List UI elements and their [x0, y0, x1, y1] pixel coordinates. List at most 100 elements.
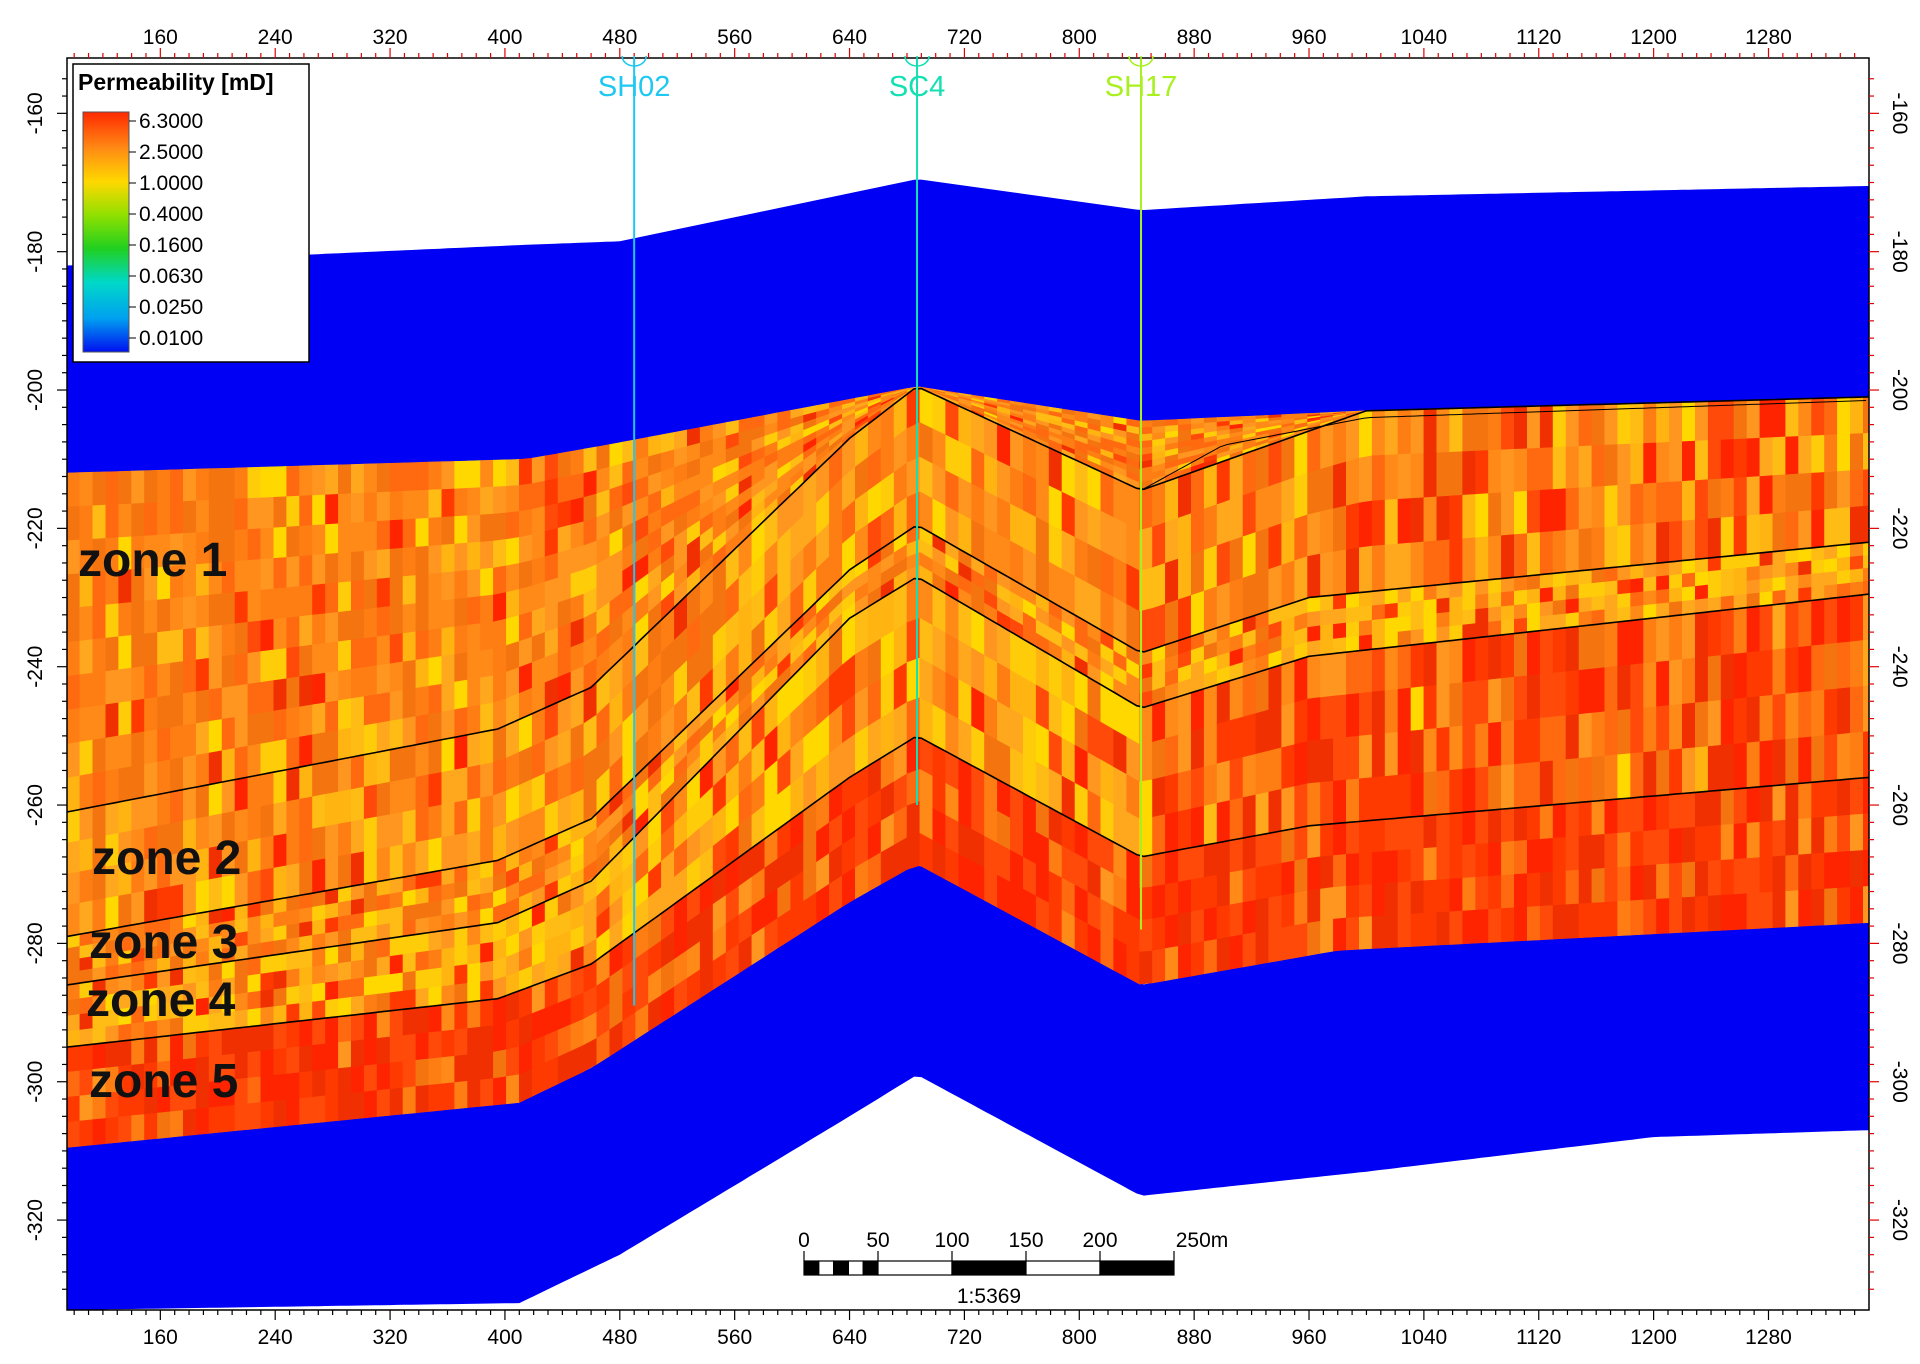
- permeability-cell: [1268, 830, 1282, 866]
- permeability-cell: [376, 893, 391, 912]
- permeability-cell: [1785, 692, 1799, 740]
- permeability-cell: [402, 603, 417, 634]
- permeability-cell: [402, 1033, 417, 1063]
- permeability-cell: [1527, 761, 1541, 808]
- permeability-cell: [531, 773, 546, 813]
- permeability-cell: [480, 648, 494, 679]
- permeability-cell: [1462, 843, 1476, 879]
- permeability-cell: [1785, 890, 1799, 928]
- permeability-cell: [325, 493, 339, 525]
- permeability-cell: [1604, 901, 1618, 937]
- permeability-cell: [1436, 726, 1450, 772]
- permeability-cell: [1759, 694, 1774, 743]
- permeability-cell: [557, 500, 572, 529]
- permeability-cell: [1746, 892, 1761, 930]
- permeability-cell: [118, 470, 132, 505]
- permeability-cell: [1294, 783, 1308, 829]
- permeability-cell: [1578, 624, 1593, 671]
- permeability-cell: [299, 674, 313, 708]
- permeability-cell: [1229, 902, 1244, 938]
- permeability-cell: [105, 471, 119, 506]
- permeability-cell: [1643, 750, 1657, 798]
- scale-ratio: 1:5369: [957, 1285, 1021, 1308]
- permeability-cell: [1604, 444, 1618, 487]
- permeability-cell: [1643, 706, 1657, 753]
- permeability-cell: [531, 707, 546, 747]
- permeability-cell: [1268, 788, 1282, 834]
- permeability-cell: [325, 1068, 339, 1097]
- x-tick-label: 1040: [1401, 26, 1448, 49]
- permeability-cell: [234, 745, 249, 780]
- permeability-cell: [389, 844, 404, 880]
- permeability-cell: [389, 1035, 404, 1064]
- permeability-cell: [1785, 561, 1799, 578]
- permeability-cell: [1837, 595, 1851, 644]
- permeability-cell: [402, 490, 417, 521]
- permeability-cell: [971, 686, 985, 734]
- permeability-cell: [1682, 480, 1696, 522]
- permeability-cell: [1384, 646, 1399, 692]
- permeability-cell: [1074, 744, 1089, 791]
- permeability-cell: [286, 616, 300, 649]
- permeability-cell: [363, 848, 378, 885]
- permeability-cell: [467, 764, 481, 801]
- permeability-cell: [1656, 481, 1670, 524]
- permeability-cell: [493, 565, 507, 596]
- permeability-cell: [1565, 625, 1580, 673]
- permeability-cell: [1397, 644, 1412, 690]
- permeability-cell: [1449, 624, 1463, 642]
- permeability-cell: [208, 656, 223, 691]
- permeability-cell: [1656, 660, 1670, 708]
- permeability-cell: [1242, 449, 1257, 497]
- permeability-cell: [260, 1006, 275, 1026]
- permeability-cell: [1539, 672, 1554, 719]
- permeability-cell: [1669, 748, 1683, 795]
- x-tick-label: 560: [717, 26, 752, 49]
- permeability-cell: [363, 1064, 378, 1093]
- permeability-cell: [363, 1011, 378, 1041]
- permeability-cell: [1514, 589, 1528, 606]
- permeability-cell: [1785, 473, 1799, 513]
- permeability-cell: [79, 806, 94, 842]
- x-tick-label: 240: [258, 1326, 293, 1349]
- permeability-cell: [1863, 849, 1869, 888]
- permeability-cell: [454, 597, 468, 628]
- permeability-cell: [1397, 730, 1412, 776]
- permeability-cell: [428, 948, 443, 970]
- permeability-cell: [1475, 450, 1489, 495]
- permeability-cell: [1772, 693, 1786, 741]
- permeability-cell: [415, 902, 430, 920]
- permeability-cell: [338, 551, 352, 584]
- permeability-cell: [1346, 592, 1360, 609]
- permeability-cell: [376, 974, 391, 995]
- permeability-cell: [67, 1070, 81, 1098]
- permeability-cell: [402, 631, 417, 663]
- permeability-cell: [441, 947, 455, 969]
- permeability-cell: [519, 778, 533, 819]
- reservoir-cells: [67, 386, 1869, 1148]
- permeability-cell: [480, 876, 494, 895]
- permeability-cell: [1591, 755, 1606, 802]
- permeability-cell: [389, 547, 404, 579]
- permeability-cell: [415, 713, 430, 746]
- permeability-cell: [1798, 398, 1812, 437]
- permeability-cell: [376, 663, 391, 695]
- permeability-cell: [79, 706, 94, 743]
- permeability-cell: [1643, 562, 1657, 579]
- permeability-cell: [415, 887, 430, 906]
- permeability-cell: [493, 459, 507, 488]
- well-label-sh17: SH17: [1105, 71, 1178, 103]
- permeability-cell: [1191, 467, 1205, 514]
- permeability-cell: [1798, 472, 1812, 512]
- permeability-cell: [1527, 574, 1541, 591]
- permeability-cell: [363, 578, 378, 610]
- permeability-cell: [247, 929, 262, 946]
- permeability-cell: [1837, 814, 1851, 853]
- permeability-cell: [1669, 703, 1683, 751]
- permeability-cell: [376, 692, 391, 724]
- permeability-cell: [971, 860, 985, 901]
- permeability-cell: [1307, 426, 1321, 474]
- permeability-cell: [1630, 618, 1644, 666]
- permeability-cell: [919, 387, 934, 430]
- permeability-cell: [480, 998, 494, 1028]
